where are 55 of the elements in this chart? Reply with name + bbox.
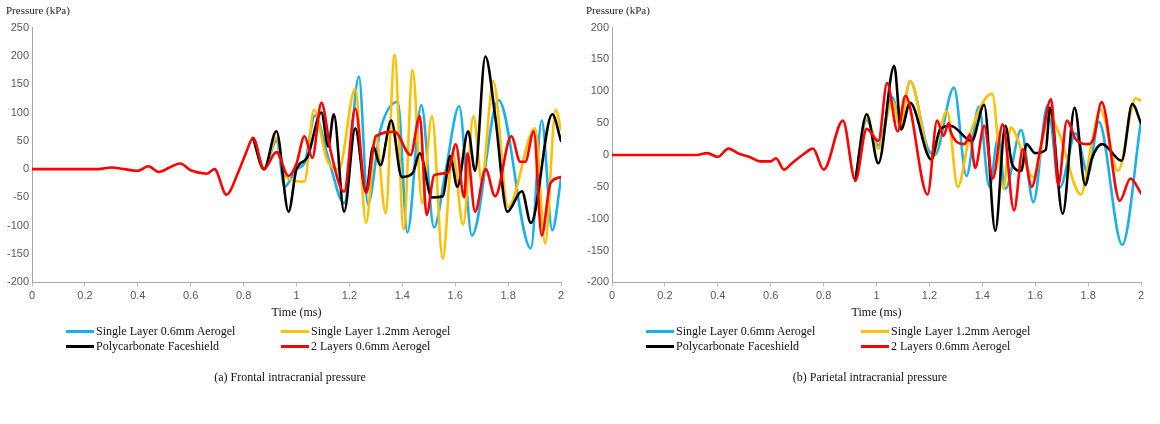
y-tick-label: 200 <box>10 48 30 61</box>
y-axis-title: Pressure (kPa) <box>586 4 651 18</box>
y-tick-label: 200 <box>590 20 610 33</box>
y-tick-label: -100 <box>586 211 610 224</box>
x-tick-label: 0.6 <box>763 289 779 302</box>
x-tick-label: 2 <box>557 289 565 302</box>
y-tick-label: -200 <box>6 275 30 288</box>
y-axis-title: Pressure (kPa) <box>6 4 71 18</box>
x-tick-label: 0.6 <box>183 289 199 302</box>
x-tick-label: 1 <box>873 289 880 302</box>
x-axis-title: Time (ms) <box>271 304 322 319</box>
x-tick-label: 1.8 <box>1080 289 1096 302</box>
y-tick-label: -150 <box>586 243 610 256</box>
x-tick-label: 1.2 <box>341 289 358 302</box>
y-tick-label: 0 <box>22 162 30 175</box>
legend-label: Polycarbonate Faceshield <box>676 339 799 354</box>
x-tick-label: 0.8 <box>235 289 252 302</box>
text: (a) Frontal intracranial pressure <box>213 370 367 385</box>
y-tick-label: -50 <box>593 179 610 192</box>
line-series <box>32 101 561 237</box>
y-tick-label: 50 <box>16 133 30 146</box>
legend-label: 2 Layers 0.6mm Aerogel <box>311 339 431 354</box>
y-tick-label: -150 <box>6 247 30 260</box>
x-tick-label: 1.4 <box>974 289 990 302</box>
x-tick-label: 0.4 <box>710 289 726 302</box>
x-tick-label: 1.6 <box>1027 289 1043 302</box>
x-tick-label: 1.4 <box>394 289 410 302</box>
y-tick-label: -200 <box>586 275 610 288</box>
legend-label: Single Layer 0.6mm Aerogel <box>676 324 816 339</box>
x-tick-label: 0.2 <box>657 289 673 302</box>
line-series <box>612 81 1141 212</box>
x-tick-label: 1.2 <box>921 289 938 302</box>
y-tick-label: 0 <box>602 148 610 161</box>
x-axis-title: Time (ms) <box>851 304 902 319</box>
y-tick-label: 100 <box>590 84 610 97</box>
x-tick-label: 0.4 <box>130 289 146 302</box>
legend-label: Single Layer 1.2mm Aerogel <box>311 324 451 339</box>
y-tick-label: 150 <box>10 77 30 90</box>
y-tick-label: -100 <box>6 218 30 231</box>
x-tick-label: 1 <box>293 289 300 302</box>
legend-label: Single Layer 0.6mm Aerogel <box>96 324 236 339</box>
legend-label: Polycarbonate Faceshield <box>96 339 219 354</box>
x-tick-label: 0.8 <box>815 289 832 302</box>
legend-label: 2 Layers 0.6mm Aerogel <box>891 339 1011 354</box>
x-tick-label: 0.2 <box>77 289 93 302</box>
text: (b) Parietal intracranial pressure <box>791 370 949 385</box>
y-tick-label: 150 <box>590 52 610 65</box>
x-tick-label: 1.6 <box>447 289 463 302</box>
y-tick-label: 250 <box>10 20 30 33</box>
legend-label: Single Layer 1.2mm Aerogel <box>891 324 1031 339</box>
x-tick-label: 2 <box>1137 289 1145 302</box>
y-tick-label: 50 <box>596 116 610 129</box>
y-tick-label: 100 <box>10 105 30 118</box>
x-tick-label: 1.8 <box>500 289 516 302</box>
y-tick-label: -50 <box>13 190 30 203</box>
